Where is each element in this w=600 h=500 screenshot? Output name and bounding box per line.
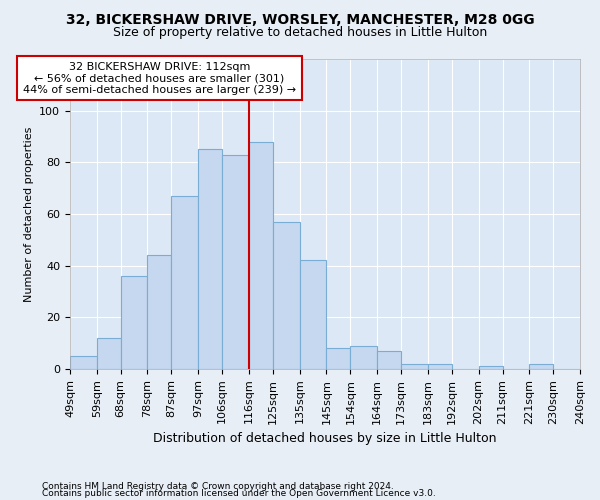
Bar xyxy=(377,351,401,369)
Bar xyxy=(97,338,121,369)
Bar xyxy=(326,348,350,369)
Bar xyxy=(222,154,249,369)
Bar xyxy=(529,364,553,369)
X-axis label: Distribution of detached houses by size in Little Hulton: Distribution of detached houses by size … xyxy=(153,432,497,445)
Bar xyxy=(70,356,97,369)
Bar xyxy=(172,196,198,369)
Bar xyxy=(428,364,452,369)
Bar xyxy=(299,260,326,369)
Y-axis label: Number of detached properties: Number of detached properties xyxy=(23,126,34,302)
Text: 32 BICKERSHAW DRIVE: 112sqm
← 56% of detached houses are smaller (301)
44% of se: 32 BICKERSHAW DRIVE: 112sqm ← 56% of det… xyxy=(23,62,296,95)
Text: Size of property relative to detached houses in Little Hulton: Size of property relative to detached ho… xyxy=(113,26,487,39)
Bar xyxy=(249,142,273,369)
Bar xyxy=(121,276,148,369)
Bar xyxy=(350,346,377,369)
Bar xyxy=(401,364,428,369)
Text: Contains HM Land Registry data © Crown copyright and database right 2024.: Contains HM Land Registry data © Crown c… xyxy=(42,482,394,491)
Text: Contains public sector information licensed under the Open Government Licence v3: Contains public sector information licen… xyxy=(42,490,436,498)
Bar xyxy=(273,222,299,369)
Bar xyxy=(198,150,222,369)
Bar xyxy=(148,256,172,369)
Text: 32, BICKERSHAW DRIVE, WORSLEY, MANCHESTER, M28 0GG: 32, BICKERSHAW DRIVE, WORSLEY, MANCHESTE… xyxy=(65,12,535,26)
Bar xyxy=(479,366,503,369)
